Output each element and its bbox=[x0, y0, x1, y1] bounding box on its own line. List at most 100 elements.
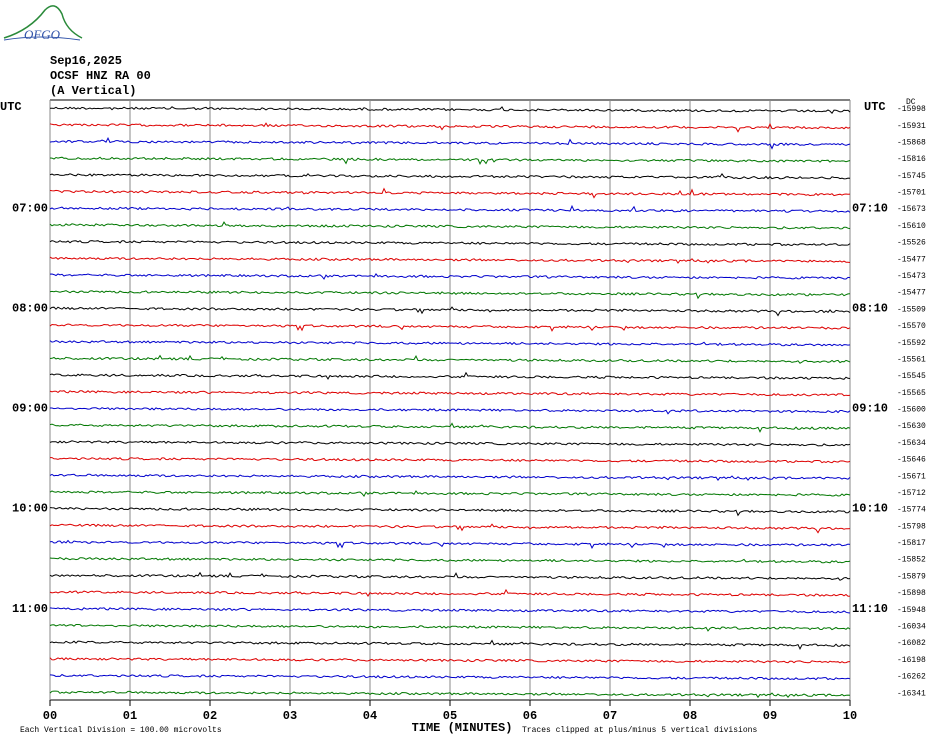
x-axis-label: TIME (MINUTES) bbox=[412, 721, 513, 735]
seismic-trace bbox=[50, 407, 851, 415]
seismic-trace bbox=[50, 106, 851, 115]
right-time-label: 09:10 bbox=[852, 402, 888, 416]
seismic-trace bbox=[49, 371, 851, 380]
seismic-trace bbox=[49, 673, 851, 681]
seismic-trace bbox=[49, 273, 851, 280]
left-time-label: 07:00 bbox=[12, 201, 48, 215]
seismic-trace bbox=[49, 557, 851, 564]
seismic-trace bbox=[49, 136, 851, 150]
dc-offset: -15673 bbox=[897, 205, 926, 214]
x-tick-label: 00 bbox=[43, 709, 57, 723]
dc-offset: -16198 bbox=[897, 656, 926, 665]
dc-offset: -15868 bbox=[897, 138, 926, 147]
dc-offset: -15817 bbox=[897, 539, 926, 548]
right-time-label: 07:10 bbox=[852, 201, 888, 215]
seismic-trace bbox=[49, 490, 851, 498]
seismic-trace bbox=[49, 422, 851, 433]
seismic-trace bbox=[49, 571, 851, 581]
dc-offset: -15712 bbox=[897, 489, 926, 498]
seismic-trace bbox=[49, 440, 851, 447]
right-axis-label: UTC bbox=[864, 100, 886, 114]
dc-offset: -15646 bbox=[897, 456, 926, 465]
right-time-label: 11:10 bbox=[852, 602, 888, 616]
dc-offset: -15473 bbox=[897, 272, 926, 281]
seismic-trace bbox=[49, 607, 851, 614]
dc-offset: -15671 bbox=[897, 472, 926, 481]
seismic-trace bbox=[49, 156, 851, 165]
dc-offset: -15600 bbox=[897, 406, 926, 415]
scale-note: Each Vertical Division = 100.00 microvol… bbox=[20, 726, 222, 735]
dc-offset: -16034 bbox=[897, 622, 926, 631]
logo-mark bbox=[3, 5, 83, 39]
x-tick-label: 07 bbox=[603, 709, 617, 723]
seismic-trace bbox=[49, 523, 851, 534]
seismic-trace bbox=[49, 473, 851, 481]
dc-offset: -15477 bbox=[897, 289, 926, 298]
left-time-label: 10:00 bbox=[12, 502, 48, 516]
component: (A Vertical) bbox=[50, 84, 136, 98]
seismic-trace bbox=[49, 506, 851, 517]
x-tick-label: 04 bbox=[363, 709, 377, 723]
dc-offset: -15477 bbox=[897, 255, 926, 264]
clip-note: Traces clipped at plus/minus 5 vertical … bbox=[522, 726, 757, 735]
seismic-trace bbox=[49, 290, 851, 300]
dc-offset: -15898 bbox=[897, 589, 926, 598]
dc-offset: -15745 bbox=[897, 172, 926, 181]
x-tick-label: 01 bbox=[123, 709, 137, 723]
dc-offset: -15509 bbox=[897, 305, 926, 314]
dc-offset: -15998 bbox=[897, 105, 926, 114]
dc-offset: -15948 bbox=[897, 606, 926, 615]
left-time-label: 09:00 bbox=[12, 402, 48, 416]
x-tick-label: 05 bbox=[443, 709, 457, 723]
right-time-label: 10:10 bbox=[852, 502, 888, 516]
dc-offset: -15565 bbox=[897, 389, 926, 398]
logo-text: OFGO bbox=[24, 27, 61, 42]
dc-offset: -15774 bbox=[897, 506, 926, 515]
seismic-trace bbox=[49, 657, 851, 664]
dc-offset: -16082 bbox=[897, 639, 926, 648]
dc-offset: -15610 bbox=[897, 222, 926, 231]
dc-offset: -15852 bbox=[897, 556, 926, 565]
seismic-trace bbox=[49, 173, 851, 180]
dc-offset: -15816 bbox=[897, 155, 926, 164]
x-tick-label: 02 bbox=[203, 709, 217, 723]
seismic-trace bbox=[49, 187, 851, 199]
x-tick-label: 06 bbox=[523, 709, 537, 723]
seismic-trace bbox=[49, 588, 851, 597]
dc-offset: -15545 bbox=[897, 372, 926, 381]
seismic-trace bbox=[49, 639, 851, 651]
dc-offset: -15526 bbox=[897, 239, 926, 248]
seismic-trace bbox=[49, 354, 851, 364]
seismic-trace bbox=[49, 204, 851, 213]
dc-offset: -15701 bbox=[897, 189, 926, 198]
seismic-trace bbox=[49, 340, 851, 347]
dc-offset: -15931 bbox=[897, 122, 926, 131]
dc-offset: -15879 bbox=[897, 572, 926, 581]
left-axis-label: UTC bbox=[0, 100, 22, 114]
seismic-trace bbox=[50, 457, 851, 464]
seismic-trace bbox=[49, 306, 851, 317]
right-time-label: 08:10 bbox=[852, 301, 888, 315]
left-time-label: 08:00 bbox=[12, 301, 48, 315]
station: OCSF HNZ RA 00 bbox=[50, 69, 151, 83]
date: Sep16,2025 bbox=[50, 54, 122, 68]
seismic-trace bbox=[49, 390, 851, 397]
dc-offset: -15798 bbox=[897, 522, 926, 531]
dc-offset: -15561 bbox=[897, 355, 926, 364]
x-tick-label: 03 bbox=[283, 709, 297, 723]
dc-label: DC bbox=[906, 98, 916, 107]
seismic-trace bbox=[49, 240, 851, 247]
x-tick-label: 08 bbox=[683, 709, 697, 723]
seismic-trace bbox=[49, 690, 851, 699]
x-tick-label: 10 bbox=[843, 709, 857, 723]
dc-offset: -15570 bbox=[897, 322, 926, 331]
dc-offset: -15592 bbox=[897, 339, 926, 348]
seismic-trace bbox=[49, 256, 851, 264]
dc-offset: -16341 bbox=[897, 689, 926, 698]
seismic-trace bbox=[49, 221, 851, 230]
seismic-trace bbox=[49, 323, 851, 332]
x-tick-label: 09 bbox=[763, 709, 777, 723]
dc-offset: -15630 bbox=[897, 422, 926, 431]
seismic-trace bbox=[49, 122, 851, 133]
